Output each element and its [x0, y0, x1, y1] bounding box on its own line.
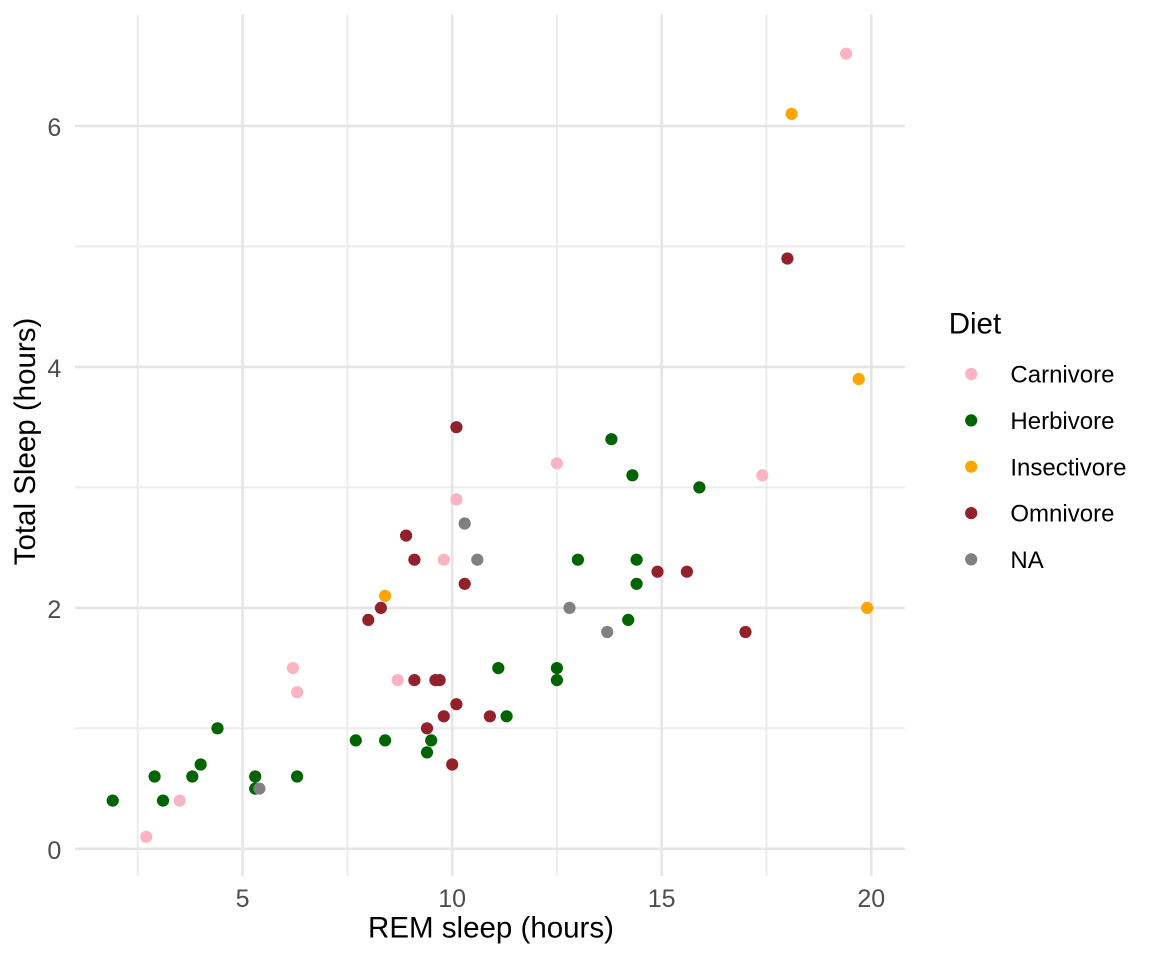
svg-text:Omnivore: Omnivore [1010, 501, 1114, 528]
svg-text:6: 6 [47, 114, 61, 142]
svg-text:4: 4 [47, 355, 61, 383]
svg-text:5: 5 [236, 885, 250, 913]
svg-text:0: 0 [47, 837, 61, 865]
svg-text:15: 15 [648, 885, 676, 913]
svg-text:NA: NA [1010, 547, 1043, 574]
svg-text:Herbivore: Herbivore [1010, 408, 1114, 435]
svg-text:20: 20 [857, 885, 885, 913]
svg-text:REM sleep (hours): REM sleep (hours) [368, 911, 614, 944]
svg-text:Total Sleep (hours): Total Sleep (hours) [9, 318, 42, 566]
svg-text:10: 10 [438, 885, 466, 913]
svg-text:2: 2 [47, 596, 61, 624]
svg-text:Carnivore: Carnivore [1010, 362, 1114, 389]
svg-text:Insectivore: Insectivore [1010, 454, 1126, 481]
svg-text:Diet: Diet [949, 308, 1001, 341]
